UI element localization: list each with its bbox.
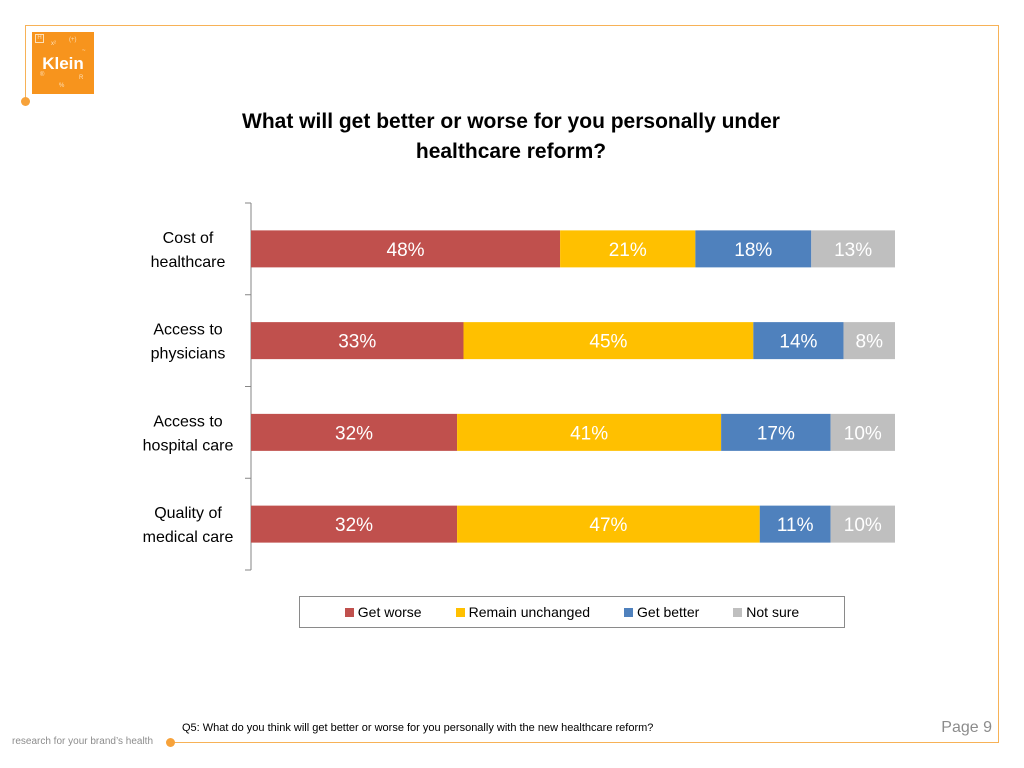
logo-glyph-tilde: ~: [82, 48, 86, 54]
survey-question-footnote: Q5: What do you think will get better or…: [182, 722, 654, 734]
company-tagline: research for your brand’s health: [12, 736, 154, 747]
category-label: Quality of medical care: [143, 505, 234, 546]
frame-dot-bottom: [166, 738, 175, 747]
category-label: Access to physicians: [151, 322, 226, 363]
frame-top-line: [25, 25, 999, 26]
logo-glyph-h: H: [35, 34, 44, 43]
bar-segment-get-worse: [251, 505, 458, 543]
legend-item-get-worse: Get worse: [344, 604, 422, 620]
frame-left-line: [25, 25, 26, 101]
chart-title: What will get better or worse for you pe…: [180, 107, 842, 167]
bar-segment-not-sure: [830, 413, 895, 451]
data-label-remain-unchanged: 21%: [609, 240, 647, 261]
chart-title-line-2: healthcare reform?: [415, 140, 607, 163]
data-label-not-sure: 13%: [834, 240, 872, 261]
legend-swatch-not-sure: [733, 607, 743, 617]
category-label-line: Access to: [153, 322, 222, 339]
category-label-line: Quality of: [154, 505, 222, 522]
bar-segment-get-better: [721, 413, 831, 451]
chart-legend: Get worse Remain unchanged Get better No…: [299, 596, 845, 628]
data-label-not-sure: 10%: [844, 423, 882, 444]
data-label-get-better: 14%: [779, 332, 817, 353]
logo-glyph-x2: x²: [51, 41, 56, 47]
data-label-get-worse: 48%: [387, 240, 425, 261]
category-label-line: Access to: [153, 413, 222, 430]
data-label-get-worse: 32%: [335, 515, 373, 536]
data-label-remain-unchanged: 45%: [589, 332, 627, 353]
chart-title-line-1: What will get better or worse for you pe…: [242, 110, 780, 133]
data-label-get-better: 18%: [734, 240, 772, 261]
category-label-line: medical care: [143, 529, 234, 546]
bar-segment-get-better: [695, 230, 812, 268]
data-label-not-sure: 10%: [844, 515, 882, 536]
bar-segment-get-worse: [251, 413, 458, 451]
bar-segment-remain-unchanged: [457, 505, 760, 543]
logo-wordmark: Klein: [42, 54, 84, 73]
logo-glyph-plus: (+): [69, 37, 77, 43]
category-label: Cost of healthcare: [151, 230, 226, 271]
bar-segment-remain-unchanged: [560, 230, 696, 268]
bar-segment-not-sure: [830, 505, 895, 543]
category-label-line: healthcare: [151, 254, 226, 271]
data-label-get-worse: 33%: [338, 332, 376, 353]
category-label: Access to hospital care: [143, 413, 234, 454]
legend-label-get-worse: Get worse: [357, 604, 422, 620]
data-label-remain-unchanged: 47%: [589, 515, 627, 536]
frame-right-line: [998, 25, 999, 743]
data-label-get-worse: 32%: [335, 423, 373, 444]
bar-segment-get-better: [753, 322, 844, 360]
bar-segment-get-worse: [251, 322, 464, 360]
data-label-remain-unchanged: 41%: [570, 423, 608, 444]
page-number: Page 9: [941, 719, 992, 736]
data-label-get-better: 17%: [757, 423, 795, 444]
klein-logo: H x² (+) Klein ® R % ~: [32, 32, 94, 94]
legend-label-not-sure: Not sure: [746, 604, 800, 620]
category-label-line: physicians: [151, 346, 226, 363]
legend-item-not-sure: Not sure: [733, 604, 799, 620]
bar-segment-not-sure: [843, 322, 895, 360]
legend-label-remain-unchanged: Remain unchanged: [468, 604, 591, 620]
logo-glyph-r: R: [79, 75, 84, 81]
logo-glyph-registered: ®: [40, 72, 45, 78]
legend-swatch-get-worse: [344, 607, 354, 617]
frame-bottom-line: [172, 742, 999, 743]
logo-glyph-percent: %: [59, 83, 65, 89]
legend-swatch-get-better: [624, 607, 634, 617]
frame-dot-top: [21, 97, 30, 106]
legend-item-get-better: Get better: [624, 604, 699, 620]
bar-segment-remain-unchanged: [463, 322, 754, 360]
bar-segment-get-worse: [251, 230, 561, 268]
data-label-not-sure: 8%: [856, 332, 884, 353]
category-label-line: Cost of: [163, 230, 214, 247]
legend-label-get-better: Get better: [637, 604, 700, 620]
legend-swatch-remain-unchanged: [455, 607, 465, 617]
bar-segment-get-better: [759, 505, 831, 543]
legend-item-remain-unchanged: Remain unchanged: [455, 604, 591, 620]
bar-segment-remain-unchanged: [457, 413, 722, 451]
category-label-line: hospital care: [143, 437, 234, 454]
bar-segment-not-sure: [811, 230, 895, 268]
data-label-get-better: 11%: [777, 515, 814, 536]
